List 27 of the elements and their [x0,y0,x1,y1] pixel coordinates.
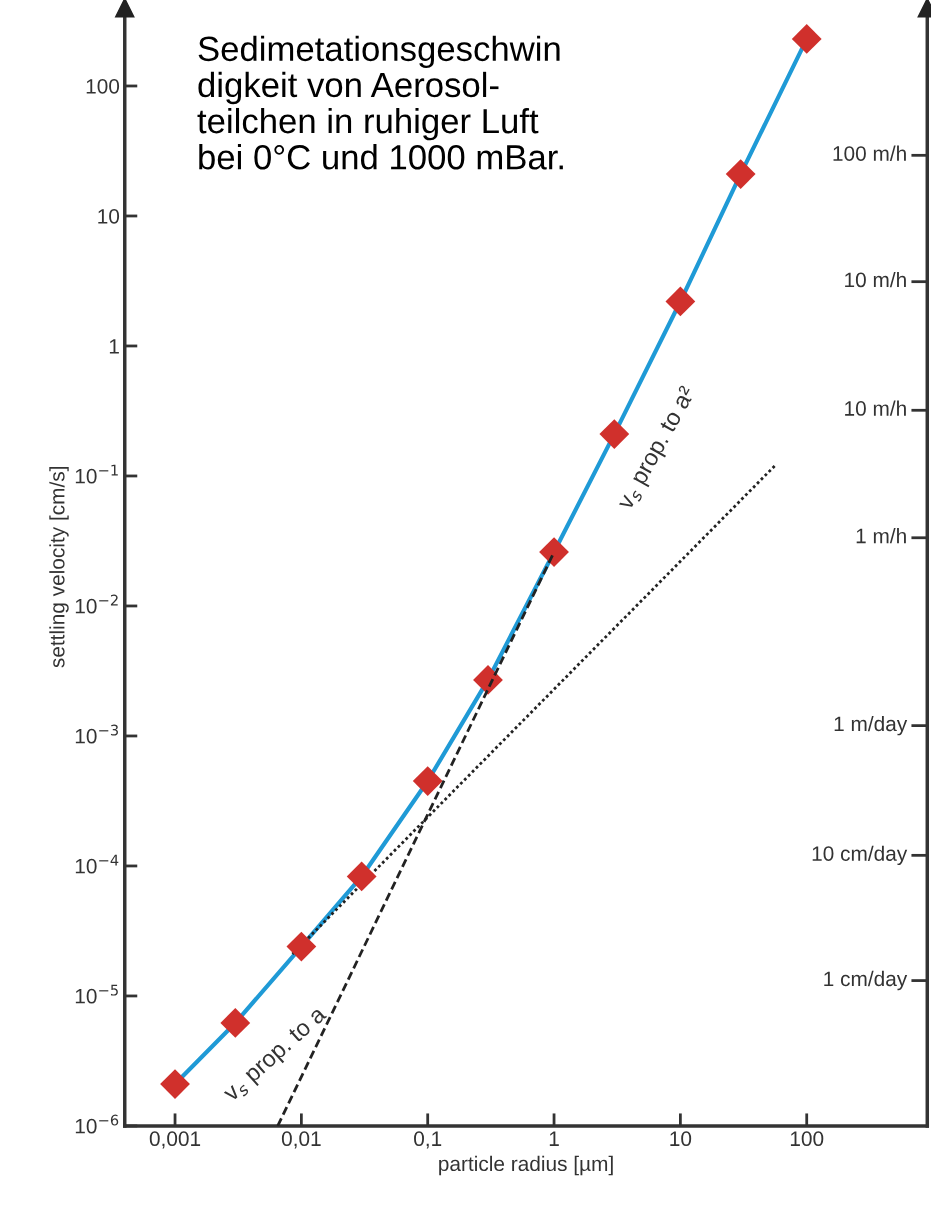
annotation: v$_{s}$prop. to a² [615,384,700,513]
annotation: 10 m/h [845,271,906,288]
annotation: 1 m/day [834,715,908,736]
x-tick-label: 10 [670,1131,692,1147]
y-tick-label: 10$^{−2}$ [75,594,118,614]
annotation: 1 cm/day [824,970,908,991]
annotation: 10 m/h [845,400,906,416]
annotation: 1 m/h [856,528,906,544]
y-tick-label: 100 [86,78,120,94]
y-tick-label: 10$^{−3}$ [75,724,118,744]
y-tick-label: 1 [109,339,119,354]
x-axis-title: particle radius [µm] [439,1155,613,1176]
annotation: 10 cm/day [812,845,908,866]
x-tick-label: 0,01 [281,1131,321,1149]
annotation: v$_{s}$ prop. to a [221,1005,331,1106]
y-tick-label: 10$^{−1}$ [75,464,118,484]
text: Sedimetationsgeschwin digkeit von Aerosol- teilchen in ruhiger Luft bei 0°C und 1000 mBar. [197,35,563,170]
y-tick-label: 10$^{−6}$ [75,1114,119,1134]
y-tick-label: 10$^{−4}$ [75,854,119,874]
x-tick-label: 1 [549,1131,559,1146]
y-axis-title: settling velocity [cm/s] [49,467,69,668]
y-tick-label: 10 [98,208,120,224]
y-tick-label: 10$^{−5}$ [75,984,118,1004]
x-tick-label: 100 [790,1131,824,1147]
x-tick-label: 0,1 [414,1131,442,1149]
annotation: 100 m/h [833,145,906,161]
x-tick-label: 0,001 [149,1131,201,1149]
